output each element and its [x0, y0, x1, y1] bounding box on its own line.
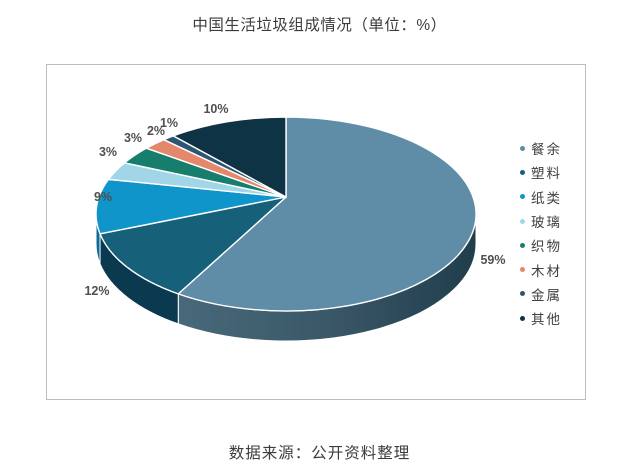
legend-marker-icon — [520, 194, 525, 200]
legend-marker-icon — [520, 242, 525, 248]
legend-label: 其他 — [531, 312, 562, 328]
legend-item-3: 玻璃 — [520, 209, 562, 233]
slice-label-7: 10% — [203, 102, 229, 116]
legend: 餐余塑料纸类玻璃织物木材金属其他 — [520, 136, 562, 330]
legend-item-4: 织物 — [520, 233, 562, 257]
slice-label-4: 3% — [123, 131, 143, 145]
legend-label: 织物 — [531, 239, 562, 255]
chart-frame: 59% 12% 9% 3% 3% 2% 1% 10% 餐余 塑料 纸类 玻璃 织物 木材 金属 其他 — [46, 64, 586, 400]
slice-label-1: 12% — [84, 284, 110, 298]
slice-label-3: 3% — [98, 145, 118, 159]
slice-label-2: 9% — [93, 190, 113, 204]
legend-marker-icon — [520, 169, 525, 175]
slice-label-6: 1% — [159, 116, 179, 130]
pie-slice-1 — [99, 196, 287, 295]
chart-title: 中国生活垃圾组成情况（单位：%） — [192, 17, 447, 34]
legend-label: 纸类 — [531, 190, 562, 206]
pie-slice-0 — [177, 116, 477, 312]
legend-marker-icon — [520, 315, 525, 321]
legend-item-7: 其他 — [520, 306, 562, 330]
legend-label: 餐余 — [531, 142, 562, 158]
pie-chart — [95, 116, 477, 342]
slice-labels: 59% 12% 9% 3% 3% 2% 1% 10% — [47, 65, 585, 399]
legend-label: 金属 — [531, 287, 562, 303]
slice-label-5: 2% — [146, 124, 166, 138]
legend-item-2: 纸类 — [520, 185, 562, 209]
slice-label-0: 59% — [480, 253, 506, 267]
legend-label: 玻璃 — [531, 215, 562, 231]
legend-marker-icon — [520, 291, 525, 297]
legend-label: 塑料 — [531, 166, 562, 182]
legend-item-1: 塑料 — [520, 160, 562, 184]
data-source: 数据来源：公开资料整理 — [228, 445, 411, 462]
pie-slice-7 — [172, 116, 287, 198]
legend-marker-icon — [520, 267, 525, 273]
legend-marker-icon — [520, 218, 525, 224]
legend-label: 木材 — [531, 263, 562, 279]
legend-item-0: 餐余 — [520, 136, 562, 160]
legend-marker-icon — [520, 145, 525, 151]
pie-slice-2 — [95, 178, 287, 235]
legend-item-5: 木材 — [520, 257, 562, 281]
legend-item-6: 金属 — [520, 282, 562, 306]
